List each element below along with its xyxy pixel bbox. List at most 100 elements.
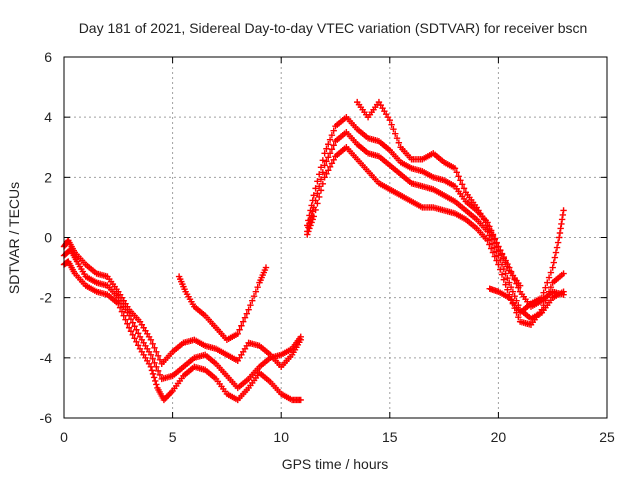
data-point: [495, 252, 502, 259]
data-point: [147, 363, 155, 371]
data-point: [115, 300, 122, 307]
data-point: [305, 228, 312, 235]
data-point: [310, 213, 317, 220]
data-point: [500, 255, 508, 262]
data-point: [547, 269, 555, 276]
data-point: [457, 177, 464, 184]
data-point: [497, 266, 504, 273]
data-point: [127, 328, 135, 335]
data-point: [489, 232, 497, 240]
data-point: [316, 171, 323, 178]
data-point: [542, 297, 549, 304]
data-point: [538, 306, 546, 313]
x-tick-label: 20: [491, 429, 507, 445]
data-point: [310, 192, 317, 199]
data-series-group: [60, 98, 567, 404]
data-point: [556, 229, 564, 237]
data-point: [306, 225, 313, 232]
series-track-6: [304, 129, 567, 322]
x-tick-label: 25: [599, 429, 615, 445]
x-tick-labels: 0 5 10 15 20 25: [60, 429, 615, 445]
y-tick-label: -2: [40, 290, 53, 306]
series-track-3: [60, 258, 304, 404]
data-point: [131, 323, 138, 330]
data-point: [558, 216, 566, 223]
data-point: [326, 163, 334, 171]
data-point: [330, 156, 337, 163]
data-point: [486, 241, 493, 248]
data-point: [487, 229, 495, 236]
data-point: [491, 244, 498, 251]
data-point: [152, 377, 159, 385]
data-point: [317, 164, 325, 171]
series-track-4: [175, 264, 270, 343]
data-point: [504, 263, 511, 270]
data-point: [493, 248, 500, 255]
data-point: [154, 367, 162, 375]
data-point: [154, 352, 162, 360]
data-point: [150, 374, 158, 381]
data-point: [330, 142, 337, 149]
data-point: [552, 249, 560, 256]
data-point: [498, 271, 506, 278]
data-point: [559, 211, 567, 219]
data-point: [392, 130, 399, 137]
data-point: [153, 363, 160, 371]
data-point: [484, 237, 491, 244]
y-tick-label: 2: [44, 169, 52, 185]
data-point: [451, 165, 459, 172]
data-point: [549, 264, 556, 271]
data-point: [453, 169, 460, 176]
data-point: [312, 185, 319, 192]
data-point: [125, 324, 133, 331]
data-point: [504, 286, 511, 293]
data-point: [491, 253, 498, 260]
data-point: [321, 162, 328, 169]
data-point: [316, 193, 323, 201]
data-point: [135, 342, 142, 349]
data-point: [247, 301, 254, 309]
data-point: [328, 146, 336, 153]
data-point: [250, 292, 258, 300]
data-point: [245, 306, 252, 313]
data-point: [125, 312, 133, 319]
data-point: [489, 249, 497, 256]
data-point: [122, 316, 129, 323]
data-point: [316, 183, 323, 190]
data-point: [504, 274, 511, 282]
data-point: [135, 330, 142, 337]
data-point: [151, 359, 158, 367]
data-point: [544, 292, 551, 300]
data-point: [500, 276, 508, 283]
data-point: [323, 170, 330, 178]
data-point: [262, 264, 270, 271]
data-point: [325, 141, 332, 148]
data-point: [459, 181, 466, 188]
data-point: [386, 116, 393, 124]
data-point: [323, 145, 330, 152]
y-tick-label: -4: [40, 350, 53, 366]
data-point: [540, 289, 547, 296]
data-point: [314, 178, 321, 185]
y-tick-label: 6: [44, 49, 52, 65]
data-point: [149, 370, 157, 378]
data-point: [487, 245, 495, 252]
data-point: [156, 371, 164, 379]
series-track-1: [60, 237, 304, 371]
data-point: [156, 356, 164, 364]
data-point: [558, 220, 565, 228]
data-point: [325, 154, 332, 161]
data-point: [304, 231, 311, 238]
data-point: [493, 239, 500, 247]
data-point: [239, 318, 247, 325]
data-point: [319, 180, 327, 188]
data-point: [133, 326, 140, 333]
data-point: [149, 340, 156, 347]
data-point: [328, 132, 336, 139]
data-point: [540, 301, 547, 309]
data-point: [502, 270, 509, 277]
axis-ticks: [63, 56, 608, 419]
data-point: [124, 320, 131, 327]
data-point: [553, 244, 561, 251]
data-point: [560, 288, 567, 295]
